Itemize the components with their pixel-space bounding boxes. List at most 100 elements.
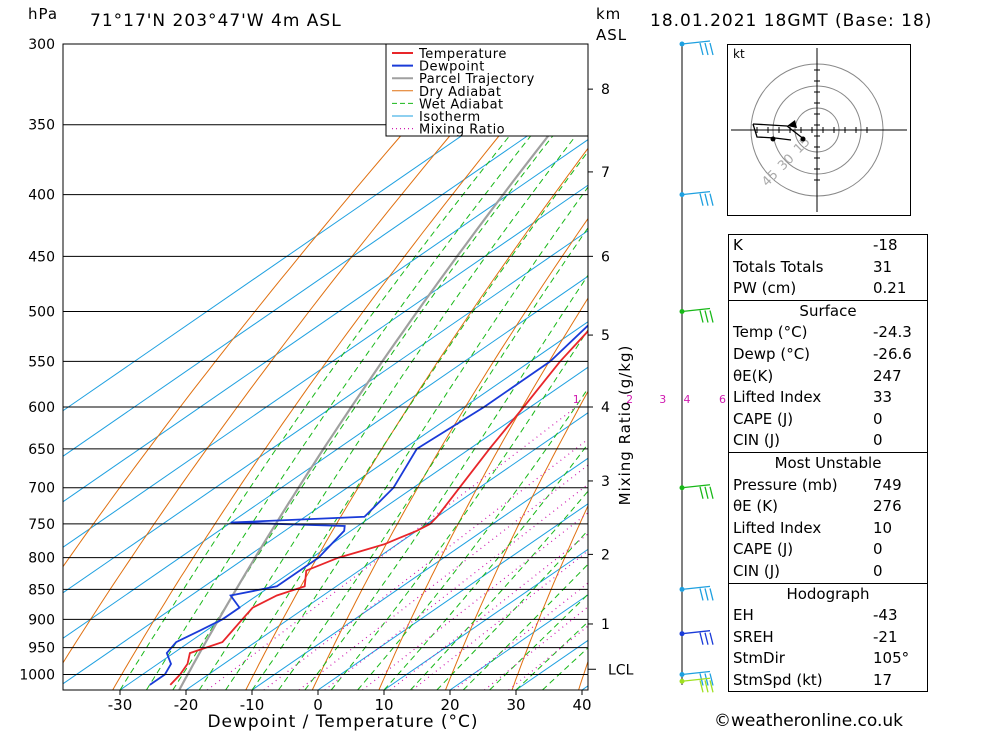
pressure-tick-label: 400	[28, 188, 55, 204]
dry-adiabat-line	[978, 44, 1000, 690]
surface-theta-e-row: θE(K) 247	[733, 366, 902, 385]
legend-entry: Parcel Trajectory	[419, 72, 535, 87]
pressure-tick-label: 650	[28, 442, 55, 458]
wet-adiabat-line	[357, 387, 588, 690]
pressure-tick-label: 950	[28, 641, 55, 657]
isotherm-line	[63, 139, 588, 503]
hodograph-unit: kt	[733, 47, 745, 61]
wet-adiabat-line	[172, 90, 588, 690]
asl-unit: ASL	[596, 26, 628, 44]
station-location: 71°17'N 203°47'W 4m ASL	[90, 11, 342, 31]
dry-adiabat-line	[311, 217, 588, 690]
k-index-row: K -18	[733, 236, 898, 254]
mixing-ratio-axis-label: Mixing Ratio (g/kg)	[616, 345, 634, 506]
wind-barb-dot	[679, 672, 685, 678]
pw-row: PW (cm) 0.21	[733, 279, 907, 298]
km-unit: km	[596, 5, 622, 23]
valid-datetime: 18.01.2021 18GMT (Base: 18)	[650, 11, 933, 31]
mixing-ratio-label: 6	[719, 393, 726, 406]
legend-entry: Temperature	[418, 47, 507, 62]
wind-barb	[681, 677, 714, 693]
wind-barb-dot	[679, 631, 685, 637]
pressure-tick-label: 450	[28, 249, 55, 265]
wet-adiabat-line	[145, 63, 588, 690]
mixing-ratio-label: 2	[626, 393, 633, 406]
mu-pressure-row: Pressure (mb) 749	[733, 475, 902, 494]
isotherm-line	[383, 548, 588, 690]
isotherm-line	[63, 184, 588, 548]
mixing-ratio-line	[298, 464, 588, 690]
x-tick-label: -30	[108, 696, 133, 714]
wind-barb	[681, 307, 714, 323]
isotherm-line	[317, 503, 588, 690]
stmdir-row: StmDir 105°	[733, 649, 910, 668]
dry-adiabat-line	[445, 390, 588, 690]
plot-frame	[62, 43, 589, 691]
wind-barb	[681, 40, 714, 56]
wet-adiabat-line	[515, 621, 588, 690]
wet-adiabat-line	[462, 563, 588, 690]
surface-cape-row: CAPE (J) 0	[733, 409, 883, 428]
legend-entry: Isotherm	[419, 110, 481, 125]
dewpoint-line	[149, 324, 588, 686]
km-tick-label: 2	[601, 547, 610, 563]
wind-barb	[681, 585, 714, 601]
mixing-ratio-line	[263, 438, 588, 690]
mixing-ratio-label: 1	[573, 393, 580, 406]
credit-link[interactable]: ©weatheronline.co.uk	[714, 711, 904, 731]
storm-motion-arrow	[787, 120, 797, 128]
wind-barb	[681, 484, 714, 499]
mu-cin-row: CIN (J) 0	[733, 561, 883, 580]
wind-barb-dot	[679, 678, 685, 684]
pressure-unit: hPa	[28, 5, 59, 23]
x-axis-label: Dewpoint / Temperature (°C)	[207, 712, 478, 732]
legend-box	[385, 43, 589, 137]
wet-adiabat-line	[330, 329, 588, 690]
legend-entry: Wet Adiabat	[419, 97, 504, 112]
mixing-ratio-line	[453, 582, 588, 690]
pressure-tick-label: 500	[28, 305, 55, 321]
surface-cin-row: CIN (J) 0	[733, 431, 883, 450]
hodograph-trace	[752, 123, 792, 141]
surface-lifted-index-row: Lifted Index 33	[733, 388, 893, 407]
totals-totals-row: Totals Totals 31	[733, 257, 893, 276]
x-tick-label: -20	[174, 696, 199, 714]
legend-entry: Dewpoint	[419, 60, 485, 75]
pressure-tick-label: 300	[28, 37, 55, 53]
wind-barb-column	[679, 40, 714, 693]
lcl-label: LCL	[608, 662, 634, 678]
x-tick-label: 20	[440, 696, 459, 714]
km-tick-label: 6	[601, 249, 610, 265]
plot-area	[63, 44, 1000, 690]
pressure-tick-label: 350	[28, 118, 55, 134]
mixing-ratio-label: 4	[684, 393, 691, 406]
km-tick-label: 5	[601, 328, 610, 344]
pressure-tick-label: 800	[28, 551, 55, 567]
km-tick-label: 7	[601, 165, 610, 181]
pressure-tick-label: 750	[28, 517, 55, 533]
isotherm-line	[251, 457, 588, 690]
pressure-tick-label: 850	[28, 582, 55, 598]
wet-adiabat-line	[225, 150, 588, 690]
mu-theta-e-row: θE (K) 276	[733, 497, 902, 516]
most-unstable-heading: Most Unstable	[774, 453, 882, 472]
dry-adiabat-line	[245, 147, 588, 690]
hodograph-point	[800, 136, 806, 142]
mu-cape-row: CAPE (J) 0	[733, 540, 883, 559]
x-tick-label: 30	[506, 696, 525, 714]
dry-adiabat-line	[378, 297, 588, 690]
sreh-row: SREH -21	[733, 627, 898, 646]
wet-adiabat-line	[278, 226, 588, 690]
mixing-ratio-line	[412, 550, 588, 690]
km-tick-label: 4	[601, 400, 610, 416]
eh-row: EH -43	[733, 606, 898, 625]
mixing-ratio-label: 3	[659, 393, 666, 406]
surface-heading: Surface	[799, 301, 857, 320]
surface-dewp-row: Dewp (°C) -26.6	[733, 344, 912, 363]
isotherm-line	[185, 412, 588, 690]
legend-entry: Dry Adiabat	[419, 85, 502, 100]
pressure-tick-label: 700	[28, 481, 55, 497]
